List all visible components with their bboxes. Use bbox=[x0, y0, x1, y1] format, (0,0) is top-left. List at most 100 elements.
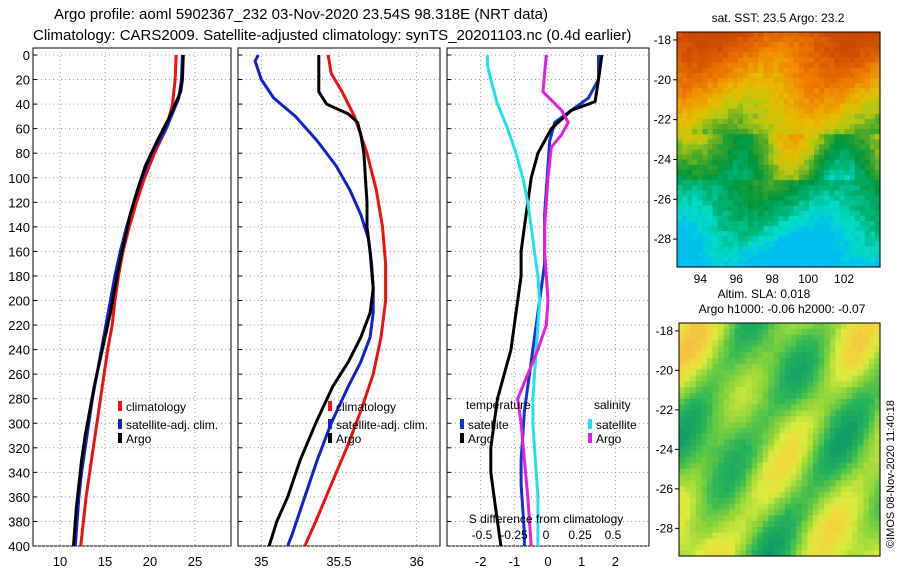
sla-cell bbox=[813, 433, 820, 441]
sst-cell bbox=[742, 67, 749, 74]
sst-cell bbox=[839, 144, 846, 151]
sst-cell bbox=[854, 32, 861, 38]
sla-cell bbox=[868, 352, 876, 359]
sla-cell bbox=[712, 468, 719, 476]
sst-cell bbox=[829, 113, 835, 120]
sst-cell bbox=[732, 261, 739, 268]
sla-cell bbox=[829, 392, 836, 400]
sla-cell bbox=[829, 521, 836, 528]
sst-cell bbox=[717, 154, 724, 161]
sst-cell bbox=[864, 118, 871, 125]
sla-cell bbox=[734, 375, 742, 382]
difference-xtick-label: -1 bbox=[509, 554, 521, 569]
sst-cell bbox=[682, 83, 688, 89]
sla-cell bbox=[712, 363, 719, 371]
sst-cell bbox=[753, 246, 759, 253]
sst-cell bbox=[712, 215, 719, 222]
sst-cell bbox=[778, 32, 785, 38]
sla-cell bbox=[840, 433, 848, 441]
sla-cell bbox=[746, 538, 753, 545]
sst-cell bbox=[697, 236, 703, 243]
sst-cell bbox=[849, 93, 856, 100]
sst-cell bbox=[874, 62, 881, 69]
sla-cell bbox=[807, 491, 814, 499]
sst-cell bbox=[803, 32, 810, 38]
sla-cell bbox=[706, 468, 714, 476]
sla-cell bbox=[718, 544, 725, 551]
sst-cell bbox=[778, 154, 785, 161]
sst-cell bbox=[753, 256, 759, 263]
sla-cell bbox=[684, 357, 691, 365]
sla-cell bbox=[835, 398, 842, 406]
sla-cell bbox=[706, 439, 714, 446]
sst-cell bbox=[732, 195, 739, 202]
sla-cell bbox=[695, 334, 702, 342]
sst-cell bbox=[829, 210, 835, 217]
sst-cell bbox=[808, 210, 815, 217]
sst-cell bbox=[702, 185, 709, 191]
sla-cell bbox=[684, 398, 691, 406]
sst-cell bbox=[864, 185, 871, 191]
sla-cell bbox=[729, 387, 736, 394]
difference-xtick-label: 1 bbox=[578, 554, 585, 569]
sla-cell bbox=[740, 433, 747, 441]
sst-cell bbox=[702, 118, 709, 125]
sla-cell bbox=[679, 515, 686, 522]
sla-cell bbox=[874, 410, 881, 417]
sst-cell bbox=[819, 103, 825, 110]
sla-cell bbox=[840, 323, 848, 330]
sla-cell bbox=[868, 480, 876, 487]
sst-cell bbox=[869, 83, 876, 89]
sla-cell bbox=[807, 404, 814, 411]
sla-cell bbox=[868, 532, 876, 540]
sst-cell bbox=[778, 93, 785, 100]
sla-cell bbox=[751, 398, 758, 406]
sst-cell bbox=[722, 226, 729, 232]
sla-cell bbox=[695, 550, 702, 557]
sst-cell bbox=[798, 241, 805, 248]
sla-cell bbox=[818, 439, 825, 446]
sst-cell bbox=[869, 256, 876, 263]
sst-cell bbox=[682, 57, 688, 64]
sst-cell bbox=[874, 236, 881, 243]
sst-cell bbox=[692, 113, 698, 120]
sst-cell bbox=[687, 77, 693, 84]
sst-cell bbox=[819, 113, 825, 120]
sla-cell bbox=[723, 497, 730, 505]
sst-cell bbox=[707, 113, 714, 120]
sla-cell bbox=[857, 515, 864, 522]
sst-cell bbox=[793, 32, 800, 38]
sst-cell bbox=[737, 236, 744, 243]
sla-cell bbox=[818, 532, 825, 540]
sst-cell bbox=[677, 261, 683, 268]
temperature-legend-swatch bbox=[118, 401, 122, 411]
sst-cell bbox=[712, 123, 719, 130]
sst-cell bbox=[874, 205, 881, 212]
sst-cell bbox=[732, 221, 739, 227]
sla-cell bbox=[718, 416, 725, 423]
sla-cell bbox=[734, 509, 742, 516]
sla-cell bbox=[835, 323, 842, 330]
sla-cell bbox=[790, 474, 797, 481]
sla-cell bbox=[734, 491, 742, 499]
temperature-series-satellite-adj-clim- bbox=[73, 54, 184, 546]
sst-cell bbox=[778, 57, 785, 64]
sst-cell bbox=[814, 175, 820, 181]
sst-cell bbox=[874, 139, 881, 145]
sst-cell bbox=[798, 83, 805, 89]
sla-cell bbox=[863, 328, 870, 336]
sst-cell bbox=[727, 241, 734, 248]
sla-cell bbox=[813, 422, 820, 429]
sst-cell bbox=[869, 129, 876, 135]
sst-cell bbox=[864, 113, 871, 120]
sla-cell bbox=[796, 340, 803, 347]
sst-cell bbox=[687, 129, 693, 135]
sst-cell bbox=[742, 149, 749, 156]
sla-cell bbox=[818, 497, 825, 505]
sst-cell bbox=[783, 226, 790, 232]
sst-cell bbox=[717, 32, 724, 38]
sla-cell bbox=[718, 381, 725, 388]
sst-heatmap bbox=[677, 32, 881, 268]
sst-cell bbox=[697, 123, 703, 130]
sst-cell bbox=[808, 103, 815, 110]
